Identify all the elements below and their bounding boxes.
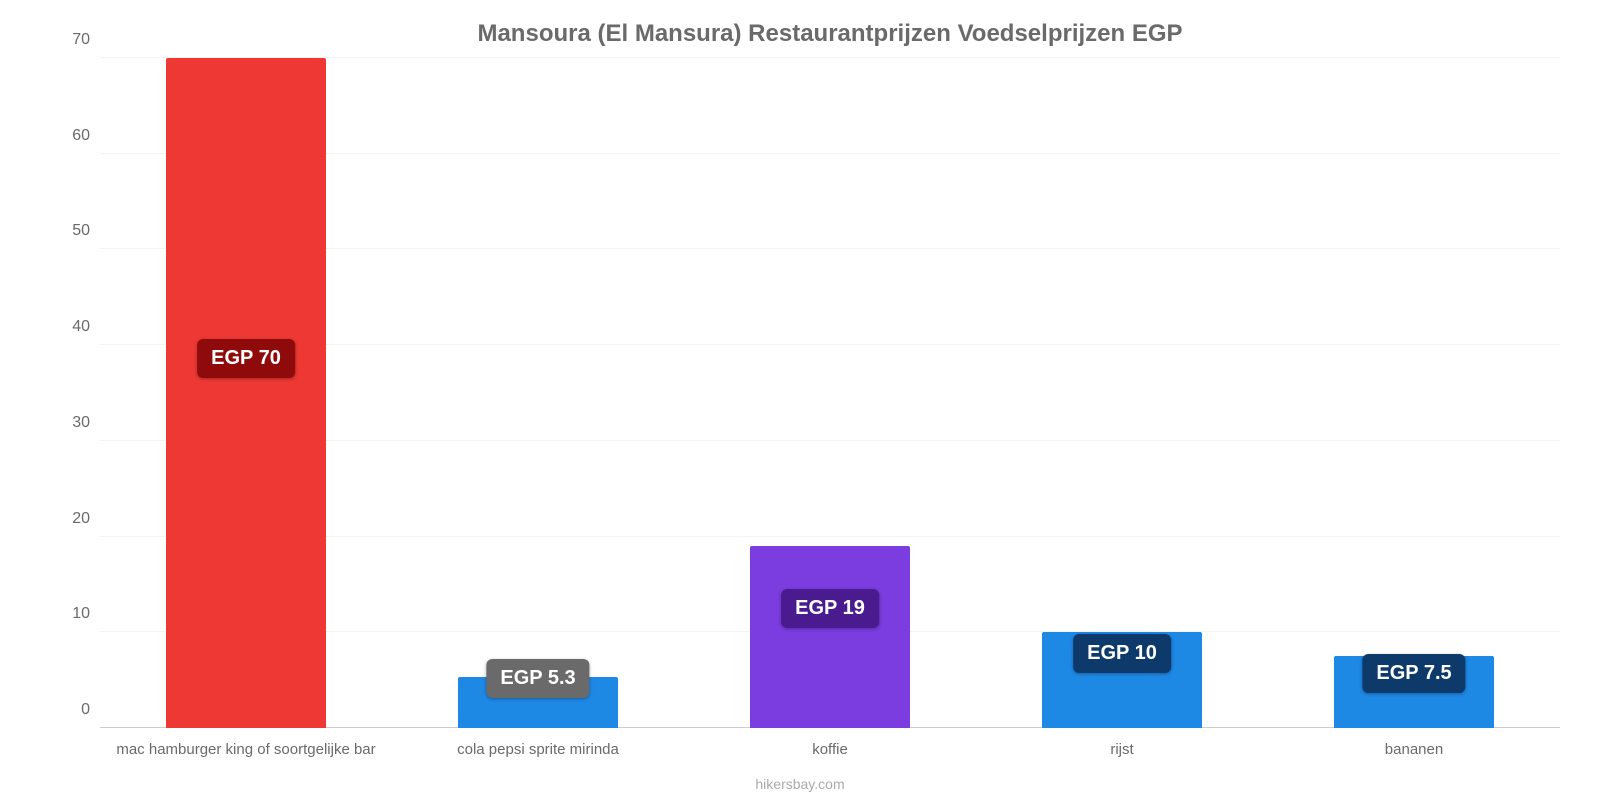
bar-value-label: EGP 19 — [781, 589, 879, 628]
bar-value-label: EGP 7.5 — [1362, 654, 1465, 693]
bar-rijst: EGP 10 — [1042, 632, 1202, 728]
x-label: cola pepsi sprite mirinda — [392, 741, 684, 758]
bar-group: EGP 19 — [684, 546, 976, 728]
plot-area: 0 10 20 30 40 50 60 70 EGP 70 EGP 5.3 — [100, 58, 1560, 728]
bar-group: EGP 7.5 — [1268, 656, 1560, 728]
bar-mac-hamburger: EGP 70 — [166, 58, 326, 728]
chart-title: Mansoura (El Mansura) Restaurantprijzen … — [100, 20, 1560, 48]
bar-value-label: EGP 10 — [1073, 634, 1171, 673]
bar-value-label: EGP 5.3 — [486, 659, 589, 698]
y-tick: 30 — [72, 414, 90, 432]
y-tick: 0 — [81, 701, 90, 719]
y-tick: 60 — [72, 127, 90, 145]
y-tick: 50 — [72, 222, 90, 240]
y-tick: 20 — [72, 510, 90, 528]
footer-attribution: hikersbay.com — [755, 776, 844, 792]
bar-bananen: EGP 7.5 — [1334, 656, 1494, 728]
x-label: koffie — [684, 741, 976, 758]
y-tick: 10 — [72, 605, 90, 623]
bar-group: EGP 70 — [100, 58, 392, 728]
bars-wrapper: EGP 70 EGP 5.3 EGP 19 EGP 10 EGP — [100, 58, 1560, 728]
y-axis: 0 10 20 30 40 50 60 70 — [50, 58, 100, 728]
chart-container: Mansoura (El Mansura) Restaurantprijzen … — [0, 0, 1600, 800]
bar-value-label: EGP 70 — [197, 339, 295, 378]
x-label: mac hamburger king of soortgelijke bar — [100, 741, 392, 758]
y-tick: 70 — [72, 31, 90, 49]
x-axis-labels: mac hamburger king of soortgelijke bar c… — [100, 741, 1560, 758]
bar-cola: EGP 5.3 — [458, 677, 618, 728]
bar-group: EGP 5.3 — [392, 677, 684, 728]
x-label: rijst — [976, 741, 1268, 758]
x-label: bananen — [1268, 741, 1560, 758]
bar-group: EGP 10 — [976, 632, 1268, 728]
bar-koffie: EGP 19 — [750, 546, 910, 728]
y-tick: 40 — [72, 318, 90, 336]
